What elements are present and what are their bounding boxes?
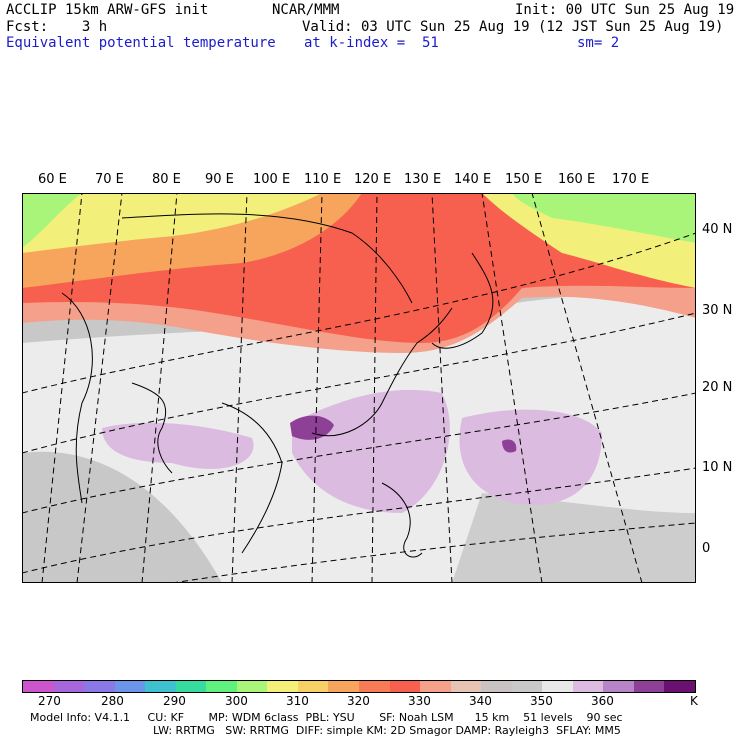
- lat-label: 30 N: [702, 303, 733, 318]
- lon-label: 100 E: [253, 172, 291, 187]
- colorbar-swatch: [572, 681, 604, 692]
- colorbar-tick: 270: [38, 694, 61, 708]
- colorbar-tick: 300: [225, 694, 248, 708]
- lon-label: 80 E: [152, 172, 181, 187]
- colorbar-swatch: [267, 681, 298, 692]
- lon-label: 120 E: [354, 172, 392, 187]
- level-label: at k-index = 51: [304, 35, 439, 51]
- colorbar-swatch: [603, 681, 634, 692]
- colorbar-swatch: [328, 681, 360, 692]
- lon-label: 60 E: [38, 172, 67, 187]
- lat-label: 20 N: [702, 380, 733, 395]
- map-frame: [22, 193, 696, 583]
- colorbar-swatch: [236, 681, 268, 692]
- lat-label: 40 N: [702, 222, 733, 237]
- center-label: NCAR/MMM: [272, 2, 340, 18]
- purple-patch: [292, 389, 450, 513]
- lat-label: 10 N: [702, 460, 733, 475]
- colorbar-swatch: [206, 681, 237, 692]
- coastlines: [61, 213, 494, 558]
- colorbar-swatch: [633, 681, 665, 692]
- colorbar-swatch: [511, 681, 543, 692]
- colorbar-tick: 280: [101, 694, 124, 708]
- colorbar-swatch: [114, 681, 146, 692]
- lon-label: 130 E: [404, 172, 442, 187]
- init-time: Init: 00 UTC Sun 25 Aug 19: [515, 2, 735, 18]
- colorbar-swatch: [359, 681, 390, 692]
- lon-label: 150 E: [505, 172, 543, 187]
- map-plot: [22, 193, 696, 583]
- smooth-label: sm= 2: [577, 35, 620, 51]
- grey-region-pacific: [452, 493, 696, 583]
- colorbar-swatch: [450, 681, 482, 692]
- grey-region-south-asia: [22, 451, 222, 583]
- field-name: Equivalent potential temperature: [6, 35, 276, 51]
- forecast-hour: Fcst: 3 h: [6, 19, 108, 35]
- colorbar-swatch: [542, 681, 573, 692]
- physics-info-line: LW: RRTMG SW: RRTMG DIFF: simple KM: 2D …: [153, 724, 621, 737]
- lon-label: 110 E: [304, 172, 342, 187]
- colorbar-swatch: [420, 681, 451, 692]
- lat-label: 0: [702, 541, 711, 556]
- green-band-east: [512, 193, 696, 243]
- colorbar-swatch: [175, 681, 207, 692]
- colorbar-swatch: [389, 681, 421, 692]
- colorbar-swatch: [481, 681, 512, 692]
- colorbar-tick: 290: [163, 694, 186, 708]
- colorbar-tick: 360: [591, 694, 614, 708]
- colorbar-swatch: [145, 681, 176, 692]
- purple-core: [290, 415, 334, 440]
- lon-label: 70 E: [95, 172, 124, 187]
- colorbar-swatch: [664, 681, 696, 692]
- colorbar-tick: 350: [530, 694, 553, 708]
- colorbar-tick: 340: [469, 694, 492, 708]
- yellow-band: [22, 193, 322, 253]
- model-title: ACCLIP 15km ARW-GFS init: [6, 2, 209, 18]
- colorbar-unit: K: [690, 694, 698, 708]
- colorbar-tick: 330: [408, 694, 431, 708]
- model-info-line: Model Info: V4.1.1 CU: KF MP: WDM 6class…: [30, 711, 623, 724]
- valid-time: Valid: 03 UTC Sun 25 Aug 19 (12 JST Sun …: [302, 19, 724, 35]
- purple-patch: [459, 409, 602, 505]
- graticule: [22, 193, 696, 583]
- colorbar-swatch: [53, 681, 85, 692]
- colorbar-swatch: [84, 681, 115, 692]
- colorbar-tick: 320: [347, 694, 370, 708]
- lon-label: 140 E: [454, 172, 492, 187]
- colorbar: [22, 680, 696, 693]
- colorbar-tick: 310: [286, 694, 309, 708]
- purple-core: [502, 439, 517, 453]
- green-band-west: [22, 193, 82, 248]
- colorbar-swatch: [297, 681, 329, 692]
- purple-patch: [102, 422, 254, 469]
- lon-label: 170 E: [612, 172, 650, 187]
- colorbar-swatch: [23, 681, 54, 692]
- lon-label: 90 E: [205, 172, 234, 187]
- lon-label: 160 E: [558, 172, 596, 187]
